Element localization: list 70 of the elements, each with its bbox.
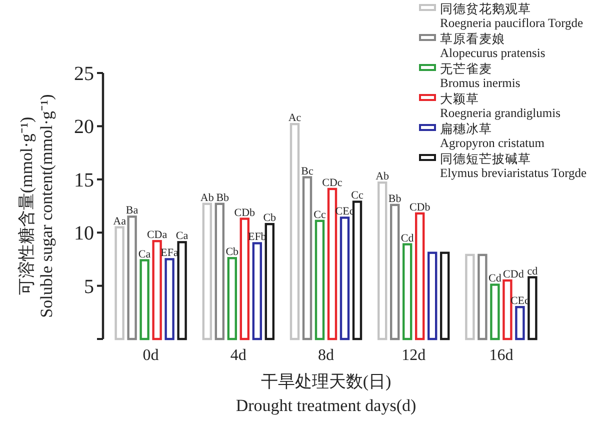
legend-label: 大颖草 Roegneria grandiglumis xyxy=(440,92,561,120)
bar xyxy=(127,216,137,340)
data-label: Bc xyxy=(301,165,314,178)
bar xyxy=(227,257,237,340)
data-label: Aa xyxy=(113,215,126,228)
legend-label: 草原看麦娘 Alopecurus pratensis xyxy=(440,32,546,60)
bar xyxy=(352,200,362,340)
data-label: Cd xyxy=(488,272,502,285)
data-label: Ac xyxy=(288,112,302,124)
data-label: Ab xyxy=(376,170,390,183)
legend-label: 无芒雀麦 Bromus inermis xyxy=(440,62,520,90)
bar xyxy=(140,259,150,340)
data-label: Cb xyxy=(226,246,240,258)
x-tick-label: 12d xyxy=(402,347,426,364)
x-axis-title: 干旱处理天数(日) Drought treatment days(d) xyxy=(236,372,416,415)
data-label: CDa xyxy=(146,229,168,242)
bar xyxy=(340,216,350,340)
bar xyxy=(202,202,212,340)
bar xyxy=(290,122,300,340)
bar xyxy=(240,218,250,340)
legend-label: 同德贫花鹅观草 Roegneria pauciflora Torgde xyxy=(440,2,584,30)
data-label: Ba xyxy=(126,204,138,217)
bar xyxy=(264,222,274,340)
x-tick-label: 8d xyxy=(318,347,334,364)
data-label: Ab xyxy=(200,192,214,204)
bar xyxy=(502,279,512,340)
bar xyxy=(465,254,475,340)
bar xyxy=(478,254,488,340)
bar xyxy=(252,242,262,340)
bar xyxy=(402,243,412,340)
data-label: cd xyxy=(527,265,538,278)
bar xyxy=(378,181,388,340)
y-tick-label: 20 xyxy=(74,116,94,138)
data-label: Cd xyxy=(400,232,414,244)
bar xyxy=(490,284,500,340)
y-tick-label: 15 xyxy=(74,169,94,192)
x-tick-label: 16d xyxy=(489,347,514,364)
bar xyxy=(214,202,224,340)
y-tick-label: 10 xyxy=(74,222,94,245)
y-tick-label: 25 xyxy=(74,63,94,85)
bar xyxy=(390,204,400,340)
bar xyxy=(327,188,338,340)
data-label: Cc xyxy=(351,190,364,202)
data-label: CDb xyxy=(409,201,431,214)
x-tick-label: 0d xyxy=(142,347,159,364)
bar xyxy=(114,226,124,340)
legend-label: 同德短芒披碱草 Elymus breviaristatus Torgde xyxy=(440,152,588,180)
bar xyxy=(440,252,450,340)
data-label: CDc xyxy=(322,176,342,189)
bar xyxy=(164,258,174,340)
y-axis-title: 可溶性糖含量(mmol·g⁻¹) Soluble sugar content(mmol·g⁻¹) xyxy=(17,94,56,318)
legend-label: 扁穗冰草 Agropyron cristatum xyxy=(440,122,545,150)
data-label: Ca xyxy=(138,248,151,260)
data-label: CDd xyxy=(503,268,524,280)
bar xyxy=(177,241,187,340)
x-tick-label: 4d xyxy=(230,347,246,364)
bar xyxy=(314,220,325,340)
bar xyxy=(302,176,312,340)
data-label: Ca xyxy=(176,230,188,242)
data-label: Bb xyxy=(216,192,230,204)
bar xyxy=(515,306,525,340)
data-label: Bb xyxy=(388,192,402,205)
y-tick-label: 5 xyxy=(84,276,94,298)
data-label: CDb xyxy=(234,206,256,219)
bar xyxy=(415,212,425,340)
data-label: Cb xyxy=(263,212,277,224)
bar xyxy=(428,252,438,340)
bar xyxy=(152,240,162,340)
bar xyxy=(528,276,538,340)
data-label: Cc xyxy=(314,208,326,221)
